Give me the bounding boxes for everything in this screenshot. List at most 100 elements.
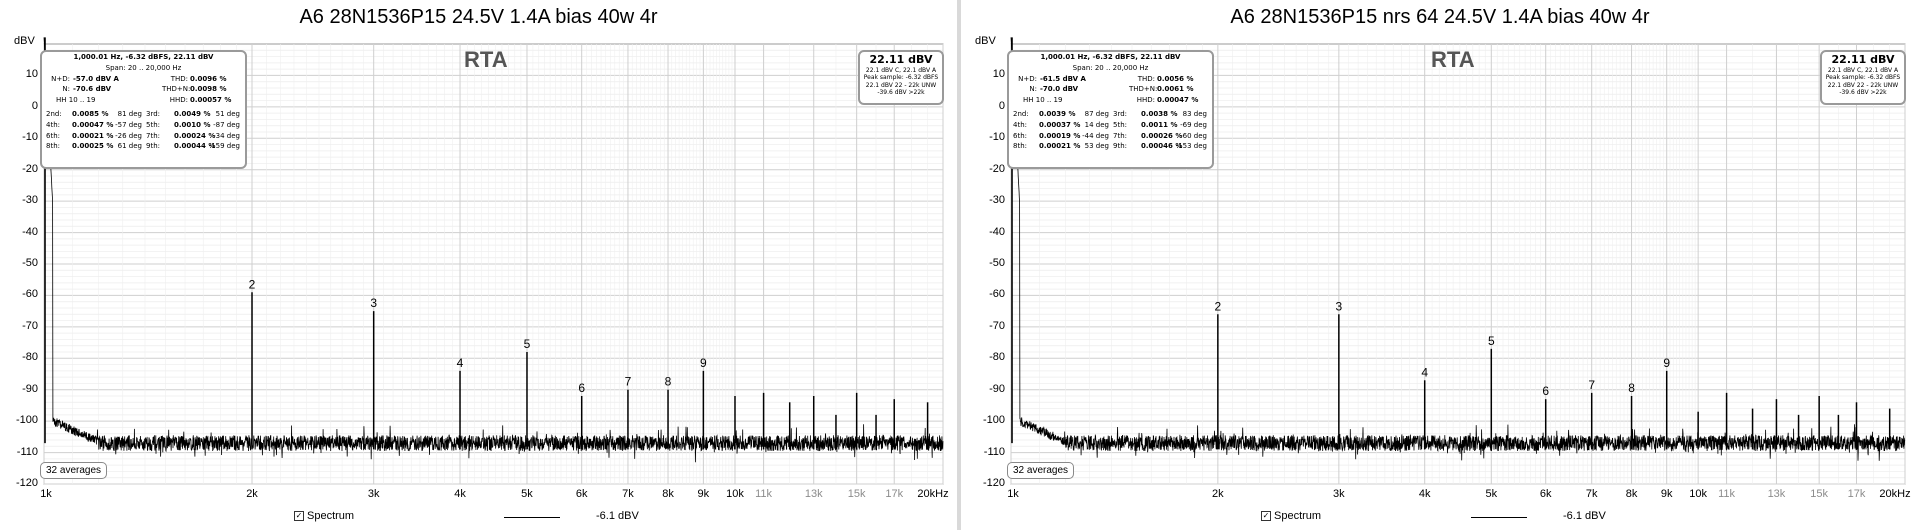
- x-tick-label: 2k: [246, 488, 258, 500]
- legend-series-name: Spectrum: [1274, 510, 1322, 522]
- x-tick-label: 1k: [40, 488, 52, 500]
- harmonic-cell: 0.0010 %: [174, 120, 211, 129]
- spectrum-trace: [43, 37, 944, 463]
- x-tick-label: 8k: [662, 488, 674, 500]
- harmonic-cell: 2nd:: [1013, 109, 1029, 118]
- info-row: N: -70.6 dBV THD+N: 0.0098 %: [42, 84, 245, 95]
- harmonic-cell: 3rd:: [1113, 109, 1128, 118]
- x-tick-label: 20kHz: [1879, 488, 1911, 500]
- y-tick-label: -100: [15, 414, 38, 427]
- harmonic-label: 9: [1663, 356, 1670, 370]
- y-tick-label: -60: [989, 288, 1005, 301]
- info-cell: THD:: [170, 74, 188, 83]
- harmonic-label: 8: [665, 375, 672, 389]
- harmonic-cell: 5th:: [1113, 120, 1127, 129]
- harmonic-cell: -87 deg: [213, 120, 240, 129]
- harmonic-cell: 0.00047 %: [72, 120, 114, 129]
- harmonic-cell: 51 deg: [215, 109, 240, 118]
- harmonic-cell: 0.00025 %: [72, 142, 114, 151]
- info-cell: 0.00057 %: [190, 96, 232, 105]
- harmonic-cell: 0.0038 %: [1141, 109, 1178, 118]
- harmonic-cell: 3rd:: [146, 109, 161, 118]
- harmonic-cell: 0.00044 %: [174, 142, 216, 151]
- harmonic-label: 4: [457, 356, 464, 370]
- level-info-box[interactable]: 22.11 dBV 22.1 dBV C, 22.1 dBV A Peak samp…: [1820, 50, 1906, 105]
- level-line: -39.6 dBV >22k: [1839, 89, 1887, 97]
- y-tick-label: -70: [22, 319, 38, 332]
- harmonic-cell: 6th:: [46, 131, 60, 140]
- rta-panel-right: A6 28N1536P15 nrs 64 24.5V 1.4A bias 40w…: [961, 0, 1919, 530]
- harmonic-cell: -57 deg: [115, 120, 142, 129]
- info-cell: N+D:: [1018, 74, 1037, 83]
- averages-badge[interactable]: 32 averages: [1007, 462, 1075, 479]
- y-tick-label: -90: [22, 382, 38, 395]
- info-cell: N:: [1029, 85, 1037, 94]
- info-cell: 0.0061 %: [1157, 85, 1194, 94]
- harmonic-row: 2nd: 0.0039 % 87 deg 3rd: 0.0038 % 83 deg: [1009, 109, 1212, 120]
- distortion-info-box[interactable]: 1,000.01 Hz, -6.32 dBFS, 22.11 dBV Span: …: [40, 50, 247, 169]
- chart-title: A6 28N1536P15 24.5V 1.4A bias 40w 4r: [299, 6, 658, 28]
- info-cell: HH 10 .. 19: [56, 96, 96, 105]
- info-cell: N+D:: [51, 74, 70, 83]
- harmonic-cell: -69 deg: [1180, 120, 1207, 129]
- harmonic-label: 7: [625, 375, 632, 389]
- info-cell: HHD:: [169, 96, 188, 105]
- x-tick-label: 2k: [1212, 488, 1224, 500]
- harmonic-label: 4: [1421, 365, 1428, 379]
- level-line: -39.6 dBV >22k: [877, 89, 925, 97]
- y-tick-label: -20: [989, 162, 1005, 175]
- harmonic-cell: 0.00019 %: [1039, 131, 1081, 140]
- harmonic-cell: 4th:: [46, 120, 60, 129]
- harmonic-cell: 0.00046 %: [1141, 142, 1183, 151]
- level-line: 22.1 dBV C, 22.1 dBV A: [1827, 67, 1899, 74]
- spectrum-checkbox[interactable]: ✓: [1261, 511, 1271, 522]
- y-tick-label: -30: [22, 194, 38, 207]
- harmonic-cell: 61 deg: [117, 142, 142, 151]
- info-cell: 0.0096 %: [190, 74, 227, 83]
- info-cell: 0.0098 %: [190, 85, 227, 94]
- y-tick-label: -60: [22, 288, 38, 301]
- level-info-box[interactable]: 22.11 dBV 22.1 dBV C, 22.1 dBV A Peak samp…: [858, 50, 944, 105]
- harmonic-cell: -44 deg: [1082, 131, 1109, 140]
- info-span: Span: 20 .. 20,000 Hz: [105, 63, 182, 72]
- harmonic-cell: 81 deg: [117, 109, 142, 118]
- harmonic-label: 2: [249, 277, 256, 291]
- spectrum-plot[interactable]: 2 3 4 5 6 7 8 9: [0, 0, 957, 530]
- averages-badge[interactable]: 32 averages: [40, 462, 108, 479]
- distortion-info-box[interactable]: 1,000.01 Hz, -6.32 dBFS, 22.11 dBV Span: …: [1007, 50, 1214, 169]
- legend-line-sample: [1471, 517, 1527, 518]
- y-tick-label: -120: [15, 477, 38, 489]
- panel-divider: [957, 0, 961, 530]
- y-tick-label: -30: [989, 194, 1005, 207]
- x-tick-label: 6k: [1539, 488, 1552, 500]
- harmonic-cell: 83 deg: [1182, 109, 1207, 118]
- harmonic-row: 4th: 0.00037 % 14 deg 5th: 0.0011 % -69 deg: [1009, 120, 1212, 131]
- spectrum-legend[interactable]: ✓ Spectrum: [1261, 510, 1321, 522]
- info-cell: THD:: [1137, 74, 1155, 83]
- y-tick-label: -100: [982, 414, 1005, 427]
- harmonic-cell: 8th:: [1013, 142, 1027, 151]
- spectrum-legend[interactable]: ✓ Spectrum: [294, 510, 354, 522]
- y-tick-label: -10: [22, 131, 38, 144]
- level-line: Peak sample: -6.32 dBFS: [863, 74, 939, 82]
- y-tick-label: -50: [22, 257, 38, 269]
- y-tick-label: 0: [31, 99, 38, 112]
- level-value: 22.11 dBV: [1831, 53, 1895, 66]
- y-tick-label: -10: [989, 131, 1005, 144]
- harmonic-row: 6th: 0.00019 % -44 deg 7th: 0.00026 % -60 deg: [1009, 131, 1212, 142]
- legend-line-sample: [504, 517, 560, 518]
- harmonic-cell: 0.00021 %: [1039, 142, 1081, 151]
- spectrum-checkbox[interactable]: ✓: [294, 511, 304, 522]
- harmonic-cell: -153 deg: [1175, 142, 1207, 151]
- level-line: 22.1 dBV 22 - 22k UNW: [1827, 81, 1899, 89]
- harmonic-cell: 0.00024 %: [174, 131, 216, 140]
- x-tick-label: 10k: [1689, 488, 1708, 500]
- rta-panel-left: A6 28N1536P15 24.5V 1.4A bias 40w 4r dBV 2…: [0, 0, 957, 530]
- x-tick-label: 9k: [697, 488, 710, 500]
- legend-value: -6.1 dBV: [1563, 510, 1606, 522]
- info-row: N+D: -57.0 dBV A THD: 0.0096 %: [42, 74, 245, 85]
- harmonic-cell: 0.00026 %: [1141, 131, 1183, 140]
- harmonic-cell: 14 deg: [1084, 120, 1109, 129]
- y-tick-label: 10: [992, 68, 1005, 81]
- info-cell: -70.0 dBV: [1040, 85, 1079, 94]
